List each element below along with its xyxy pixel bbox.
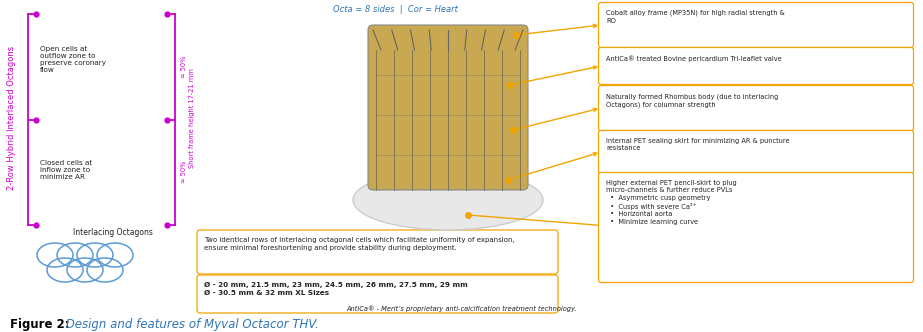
Text: ≈ 50%: ≈ 50%	[181, 56, 187, 78]
Text: Interlacing Octagons: Interlacing Octagons	[73, 228, 153, 237]
Text: Cobalt alloy frame (MP35N) for high radial strength &
RO: Cobalt alloy frame (MP35N) for high radi…	[606, 10, 785, 24]
FancyBboxPatch shape	[197, 275, 558, 313]
Text: Figure 2:: Figure 2:	[10, 318, 69, 331]
FancyBboxPatch shape	[197, 230, 558, 274]
Text: Design and features of Myval Octacor THV.: Design and features of Myval Octacor THV…	[62, 318, 318, 331]
FancyBboxPatch shape	[598, 86, 914, 130]
Text: AntiCa® treated Bovine pericardium Tri-leaflet valve: AntiCa® treated Bovine pericardium Tri-l…	[606, 55, 782, 62]
Text: AntiCa® - Merit’s proprietary anti-calcification treatment technology.: AntiCa® - Merit’s proprietary anti-calci…	[347, 305, 577, 312]
Text: Higher external PET pencil-skirt to plug
micro-channels & further reduce PVLs
  : Higher external PET pencil-skirt to plug…	[606, 180, 737, 225]
FancyBboxPatch shape	[598, 47, 914, 85]
Text: Octa = 8 sides  |  Cor = Heart: Octa = 8 sides | Cor = Heart	[332, 5, 458, 14]
Text: Open cells at
outflow zone to
preserve coronary
flow: Open cells at outflow zone to preserve c…	[40, 46, 106, 73]
Text: 2-Row Hybrid Interlaced Octagons: 2-Row Hybrid Interlaced Octagons	[7, 46, 17, 190]
Text: Closed cells at
inflow zone to
minimize AR: Closed cells at inflow zone to minimize …	[40, 160, 92, 180]
FancyBboxPatch shape	[598, 173, 914, 283]
Text: Ø - 20 mm, 21.5 mm, 23 mm, 24.5 mm, 26 mm, 27.5 mm, 29 mm
Ø - 30.5 mm & 32 mm XL: Ø - 20 mm, 21.5 mm, 23 mm, 24.5 mm, 26 m…	[204, 282, 468, 296]
Ellipse shape	[353, 170, 543, 230]
FancyBboxPatch shape	[598, 130, 914, 174]
FancyBboxPatch shape	[598, 3, 914, 47]
Text: ≈ 50%: ≈ 50%	[181, 161, 187, 183]
FancyBboxPatch shape	[368, 25, 528, 190]
Text: Two identical rows of interlacing octagonal cells which facilitate uniformity of: Two identical rows of interlacing octago…	[204, 237, 515, 251]
Text: Internal PET sealing skirt for minimizing AR & puncture
resistance: Internal PET sealing skirt for minimizin…	[606, 138, 789, 151]
Text: Short frame height 17-21 mm: Short frame height 17-21 mm	[189, 68, 195, 168]
Text: Naturally formed Rhombus body (due to interlacing
Octagons) for columnar strengt: Naturally formed Rhombus body (due to in…	[606, 93, 778, 108]
